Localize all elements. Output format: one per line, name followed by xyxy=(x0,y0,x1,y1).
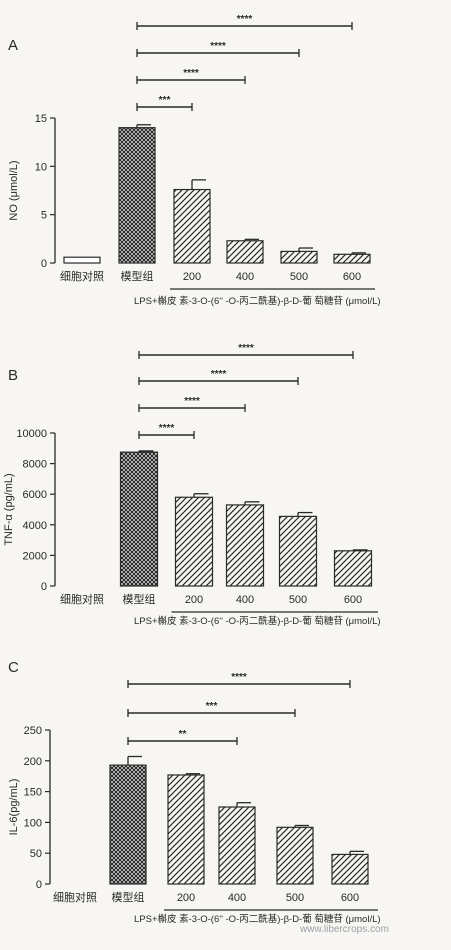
bar xyxy=(278,515,318,587)
x-tick-label: 细胞对照 xyxy=(53,890,97,904)
y-tick-label: 2000 xyxy=(23,550,47,562)
significance-label: **** xyxy=(231,672,247,683)
x-tick-label: 600 xyxy=(343,271,361,283)
x-tick-label: 400 xyxy=(228,892,246,904)
bar xyxy=(118,127,156,264)
group-label: LPS+槲皮 素-3-O-(6'' -O-丙二酰基)-β-D-葡 萄糖苷 (μm… xyxy=(134,615,381,627)
bar xyxy=(333,253,371,264)
panel-label: B xyxy=(8,367,18,384)
significance-label: *** xyxy=(159,95,171,106)
significance-label: **** xyxy=(183,68,199,79)
x-tick-label: 细胞对照 xyxy=(60,592,104,606)
significance-label: *** xyxy=(206,701,218,712)
x-tick-label: 600 xyxy=(344,594,362,606)
x-tick-label: 模型组 xyxy=(123,592,156,606)
y-tick-label: 4000 xyxy=(23,520,47,532)
bar xyxy=(280,250,318,264)
y-tick-label: 10000 xyxy=(16,428,47,440)
bar xyxy=(167,774,205,885)
y-tick-label: 200 xyxy=(24,756,42,768)
significance-label: **** xyxy=(211,369,227,380)
y-tick-label: 10 xyxy=(35,161,47,173)
x-tick-label: 模型组 xyxy=(121,269,154,283)
significance-label: **** xyxy=(210,41,226,52)
significance-label: **** xyxy=(238,343,254,354)
x-tick-label: 500 xyxy=(290,271,308,283)
bar xyxy=(119,451,159,587)
watermark: www.libercrops.com xyxy=(300,924,389,935)
x-tick-label: 500 xyxy=(289,594,307,606)
significance-label: **** xyxy=(184,396,200,407)
x-tick-label: 200 xyxy=(185,594,203,606)
bar xyxy=(218,806,256,885)
y-tick-label: 8000 xyxy=(23,459,47,471)
significance-label: ** xyxy=(179,729,187,740)
bar xyxy=(63,256,101,264)
y-tick-label: 0 xyxy=(41,581,47,593)
chart-panel-b: B 0 2000 4000 6000 8000 10000 TNF-α (pg/mL) 细胞对照… xyxy=(3,343,381,627)
group-label: LPS+槲皮 素-3-O-(6'' -O-丙二酰基)-β-D-葡 萄糖苷 (μm… xyxy=(134,295,381,307)
x-tick-label: 600 xyxy=(341,892,359,904)
panel-label: A xyxy=(8,37,18,54)
x-tick-label: 400 xyxy=(236,271,254,283)
y-axis-title: TNF-α (pg/mL) xyxy=(3,473,15,545)
x-tick-label: 400 xyxy=(236,594,254,606)
bar xyxy=(109,764,147,885)
y-axis-title: NO (μmol/L) xyxy=(8,160,20,220)
panel-label: C xyxy=(8,659,19,676)
y-tick-label: 0 xyxy=(36,879,42,891)
chart-panel-c: C 0 50 100 150 200 250 IL-6(pg/mL) 细胞对照 模型组 200 400… xyxy=(8,659,381,925)
significance-label: **** xyxy=(237,14,253,25)
y-tick-label: 0 xyxy=(41,258,47,270)
y-tick-label: 6000 xyxy=(23,489,47,501)
bar xyxy=(276,826,314,885)
bar xyxy=(331,853,369,885)
x-tick-label: 模型组 xyxy=(112,890,145,904)
y-tick-label: 50 xyxy=(30,848,42,860)
bar xyxy=(225,504,265,587)
bar xyxy=(173,188,211,264)
y-tick-label: 150 xyxy=(24,787,42,799)
y-tick-label: 15 xyxy=(35,113,47,125)
significance-label: **** xyxy=(159,423,175,434)
chart-panel-a: A 0 5 10 15 NO (μmol/L) 细胞对照 模型组 200 400 500 600 LPS… xyxy=(8,14,381,307)
bar xyxy=(226,240,264,264)
group-label: LPS+槲皮 素-3-O-(6'' -O-丙二酰基)-β-D-葡 萄糖苷 (μm… xyxy=(134,913,381,925)
x-tick-label: 200 xyxy=(177,892,195,904)
x-tick-label: 200 xyxy=(183,271,201,283)
y-axis-title: IL-6(pg/mL) xyxy=(8,779,20,836)
y-tick-label: 250 xyxy=(24,725,42,737)
bar xyxy=(174,496,214,587)
x-tick-label: 500 xyxy=(286,892,304,904)
x-tick-label: 细胞对照 xyxy=(60,269,104,283)
y-tick-label: 100 xyxy=(24,817,42,829)
y-tick-label: 5 xyxy=(41,210,47,222)
bar xyxy=(333,550,373,587)
